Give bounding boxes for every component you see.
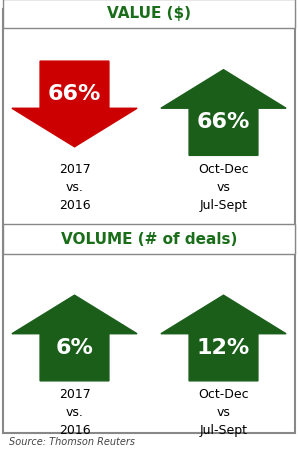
Text: VOLUME (# of deals): VOLUME (# of deals) [61, 231, 237, 247]
Text: 2017
vs.
2016: 2017 vs. 2016 [59, 163, 90, 212]
Text: 6%: 6% [55, 338, 94, 358]
FancyBboxPatch shape [3, 9, 295, 433]
Polygon shape [161, 295, 286, 381]
Text: Oct-Dec
vs
Jul-Sept: Oct-Dec vs Jul-Sept [198, 163, 249, 212]
Text: 12%: 12% [197, 338, 250, 358]
Polygon shape [161, 69, 286, 155]
Text: 2017
vs.
2016: 2017 vs. 2016 [59, 388, 90, 437]
Text: Source: Thomson Reuters: Source: Thomson Reuters [9, 437, 135, 447]
Text: VALUE ($): VALUE ($) [107, 6, 191, 21]
Polygon shape [12, 61, 137, 147]
FancyBboxPatch shape [3, 225, 295, 253]
Text: 66%: 66% [197, 112, 250, 133]
Polygon shape [12, 295, 137, 381]
Text: 66%: 66% [48, 84, 101, 104]
FancyBboxPatch shape [3, 0, 295, 28]
Text: Oct-Dec
vs
Jul-Sept: Oct-Dec vs Jul-Sept [198, 388, 249, 437]
